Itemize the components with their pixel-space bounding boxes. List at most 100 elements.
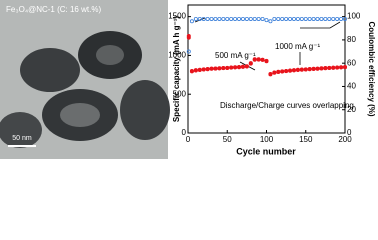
data-point [291, 68, 296, 73]
data-point [240, 64, 245, 69]
y-tick-label: 500 [173, 89, 187, 98]
data-point [244, 16, 249, 21]
data-point [335, 65, 340, 70]
data-point [213, 66, 218, 71]
data-point [299, 16, 304, 21]
data-point [319, 16, 324, 21]
data-point [221, 66, 226, 71]
data-point [311, 16, 316, 21]
annotation: Discharge/Charge curves overlapping [220, 101, 354, 110]
data-point [229, 16, 234, 21]
x-axis-label: Cycle number [236, 146, 296, 156]
data-point [280, 69, 285, 74]
y2-tick-label: 0 [347, 128, 352, 137]
data-point [240, 16, 245, 21]
data-point [256, 57, 261, 62]
data-point [197, 16, 202, 21]
data-point [315, 16, 320, 21]
data-point [217, 16, 222, 21]
data-point [268, 19, 273, 24]
data-point [233, 16, 238, 21]
y2-tick-label: 60 [347, 58, 356, 67]
x-tick-label: 50 [223, 135, 232, 144]
data-point [197, 68, 202, 73]
data-point [186, 35, 191, 40]
data-point [284, 69, 289, 74]
y-tick-label: 1500 [168, 12, 186, 21]
data-point [237, 16, 242, 21]
data-point [225, 65, 230, 70]
data-point [213, 16, 218, 21]
data-point [331, 65, 336, 70]
data-point [276, 69, 281, 74]
data-point [323, 66, 328, 71]
data-point [209, 16, 214, 21]
tem-image: Fe₃O₄@NC-1 (C: 16 wt.%) 50 nm [0, 0, 170, 159]
data-point [311, 67, 316, 72]
y-tick-label: 0 [182, 128, 187, 137]
scale-bar-label: 50 nm [12, 135, 32, 142]
data-point [260, 57, 265, 62]
data-point [252, 16, 257, 21]
data-point [280, 16, 285, 21]
data-point [201, 16, 206, 21]
data-point [217, 66, 222, 71]
data-point [339, 16, 344, 21]
data-point [205, 16, 210, 21]
data-point [256, 16, 261, 21]
data-point [201, 67, 206, 72]
y-tick-label: 1000 [168, 51, 186, 60]
data-point [209, 66, 214, 71]
annotation: 500 mA g⁻¹ [215, 51, 256, 60]
data-point [335, 16, 340, 21]
data-point [193, 16, 198, 21]
data-point [295, 16, 300, 21]
data-point [319, 66, 324, 71]
data-point [229, 65, 234, 70]
y2-tick-label: 20 [347, 105, 356, 114]
data-point [186, 49, 191, 54]
data-point [342, 65, 347, 70]
x-tick-label: 200 [338, 135, 352, 144]
data-point [323, 16, 328, 21]
figure: Fe₃O₄@NC-1 (C: 16 wt.%) 50 nm Specific c… [0, 0, 376, 159]
data-point [295, 68, 300, 73]
data-point [299, 67, 304, 72]
data-point [307, 16, 312, 21]
data-point [291, 16, 296, 21]
image-label: Fe₃O₄@NC-1 (C: 16 wt.%) [6, 5, 101, 14]
data-point [233, 65, 238, 70]
data-point [276, 16, 281, 21]
data-point [288, 16, 293, 21]
data-point [268, 72, 273, 77]
data-point [315, 66, 320, 71]
y-axis-label: Specific capacity (mA h g⁻¹) [172, 16, 181, 123]
data-point [260, 16, 265, 21]
data-point [339, 65, 344, 70]
y2-tick-label: 100 [347, 12, 361, 21]
data-point [248, 16, 253, 21]
x-tick-label: 100 [260, 135, 274, 144]
data-point [248, 61, 253, 66]
data-point [237, 65, 242, 70]
data-point [193, 68, 198, 73]
data-point [205, 67, 210, 72]
data-point [284, 16, 289, 21]
data-point [342, 16, 347, 21]
x-tick-label: 0 [186, 135, 191, 144]
data-point [303, 16, 308, 21]
data-point [252, 57, 257, 62]
data-point [189, 19, 194, 24]
data-point [264, 59, 269, 64]
data-point [264, 18, 269, 23]
x-tick-label: 150 [299, 135, 313, 144]
data-point [303, 67, 308, 72]
data-point [272, 70, 277, 75]
y2-axis-label: Coulombic efficiency (%) [367, 21, 376, 116]
data-point [331, 16, 336, 21]
data-point [327, 65, 332, 70]
data-point [288, 68, 293, 73]
data-point [189, 69, 194, 74]
annotation: 1000 mA g⁻¹ [275, 42, 320, 51]
data-point [221, 16, 226, 21]
